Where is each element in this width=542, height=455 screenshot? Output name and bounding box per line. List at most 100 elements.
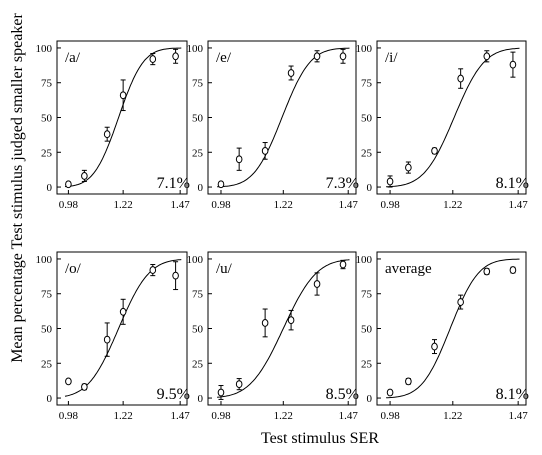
y-tick-label: 75 bbox=[361, 78, 373, 90]
data-point bbox=[103, 130, 111, 139]
panel-1: 0 25 50 75 100 0.98 1.22 1.47/a/7.1% bbox=[36, 40, 191, 211]
data-point bbox=[81, 172, 88, 180]
panel-frame bbox=[376, 40, 527, 195]
y-tick-label: 50 bbox=[41, 324, 53, 336]
y-tick-label: 100 bbox=[187, 43, 204, 55]
y-tick-label: 50 bbox=[41, 113, 53, 125]
fit-curve bbox=[64, 47, 182, 188]
data-point bbox=[386, 177, 394, 186]
x-tick-label: 1.47 bbox=[171, 410, 191, 422]
panel-6: 0 25 50 75 100 0.98 1.22 1.47 average 8.1% bbox=[356, 251, 529, 422]
panel-label: /a/ bbox=[65, 50, 81, 66]
fit-curve bbox=[386, 258, 520, 399]
panel-3: 0 25 50 75 100 0.98 1.22 1.47/i/8.1% bbox=[356, 40, 529, 211]
panel-label: /e/ bbox=[216, 50, 232, 66]
fit-curve bbox=[217, 47, 350, 188]
x-tick-label: 1.22 bbox=[443, 410, 462, 422]
x-tick-label: 1.47 bbox=[339, 410, 359, 422]
data-point bbox=[172, 271, 179, 280]
data-point bbox=[119, 307, 127, 316]
data-point bbox=[405, 163, 412, 172]
threshold-label: 8.1% bbox=[496, 175, 529, 192]
fit-curve bbox=[217, 259, 350, 398]
data-point bbox=[509, 60, 517, 69]
y-tick-label: 0 bbox=[47, 393, 53, 405]
y-tick-label: 100 bbox=[36, 43, 53, 55]
x-tick-label: 1.22 bbox=[114, 410, 133, 422]
data-point bbox=[217, 388, 225, 397]
y-tick-label: 100 bbox=[36, 254, 53, 266]
x-tick-label: 0.98 bbox=[380, 410, 400, 422]
data-point bbox=[313, 280, 321, 288]
y-tick-label: 75 bbox=[361, 289, 373, 301]
y-tick-label: 25 bbox=[361, 147, 373, 159]
data-point bbox=[431, 342, 438, 351]
data-point bbox=[339, 52, 347, 61]
data-point bbox=[457, 298, 464, 306]
y-tick-label: 25 bbox=[41, 147, 53, 159]
y-tick-label: 0 bbox=[367, 393, 373, 405]
x-tick-label: 1.47 bbox=[171, 199, 191, 211]
data-point bbox=[235, 380, 243, 389]
x-axis-title: Test stimulus SER bbox=[261, 430, 379, 447]
x-tick-label: 1.47 bbox=[509, 410, 529, 422]
x-tick-label: 1.22 bbox=[274, 410, 293, 422]
x-tick-label: 1.22 bbox=[443, 199, 462, 211]
panel-label: average bbox=[385, 261, 432, 277]
data-point bbox=[431, 146, 438, 155]
x-tick-label: 1.47 bbox=[509, 199, 529, 211]
y-tick-label: 50 bbox=[192, 113, 204, 125]
data-point bbox=[287, 316, 295, 325]
y-tick-label: 50 bbox=[192, 324, 204, 336]
y-tick-label: 75 bbox=[192, 289, 204, 301]
x-tick-label: 0.98 bbox=[211, 410, 231, 422]
y-tick-label: 0 bbox=[47, 182, 53, 194]
panel-5: 0 25 50 75 100 0.98 1.22 1.47/u/8.5% bbox=[187, 251, 359, 422]
data-point bbox=[313, 52, 321, 61]
data-point bbox=[149, 266, 157, 274]
data-point bbox=[149, 55, 157, 63]
data-point bbox=[483, 267, 491, 276]
x-tick-label: 0.98 bbox=[59, 410, 79, 422]
y-tick-label: 100 bbox=[187, 254, 204, 266]
data-point bbox=[103, 335, 111, 344]
data-point bbox=[386, 388, 394, 397]
data-point bbox=[457, 74, 464, 83]
data-point bbox=[65, 180, 72, 189]
data-point bbox=[261, 319, 269, 327]
y-tick-label: 0 bbox=[198, 393, 204, 405]
y-tick-label: 25 bbox=[192, 358, 204, 370]
fit-curve bbox=[386, 47, 520, 188]
y-tick-label: 75 bbox=[192, 78, 204, 90]
x-tick-label: 0.98 bbox=[380, 199, 400, 211]
data-point bbox=[81, 383, 88, 391]
y-tick-label: 0 bbox=[367, 182, 373, 194]
fit-curve bbox=[64, 259, 182, 397]
threshold-label: 8.5% bbox=[326, 386, 359, 403]
data-point bbox=[261, 146, 269, 155]
data-point bbox=[405, 377, 412, 386]
panel-4: 0 25 50 75 100 0.98 1.22 1.47/o/9.5% bbox=[36, 251, 191, 422]
threshold-label: 7.3% bbox=[326, 175, 359, 192]
y-tick-label: 50 bbox=[361, 324, 373, 336]
data-point bbox=[509, 266, 517, 274]
threshold-label: 9.5% bbox=[157, 386, 190, 403]
threshold-label: 8.1% bbox=[496, 386, 529, 403]
y-axis-title: Mean percentage Test stimulus judged sma… bbox=[9, 13, 26, 363]
panel-label: /u/ bbox=[216, 261, 233, 277]
x-tick-label: 1.47 bbox=[339, 199, 359, 211]
x-tick-label: 0.98 bbox=[59, 199, 79, 211]
x-tick-label: 1.22 bbox=[274, 199, 293, 211]
threshold-label: 7.1% bbox=[157, 175, 190, 192]
y-tick-label: 100 bbox=[356, 254, 373, 266]
data-point bbox=[287, 69, 295, 77]
y-tick-label: 0 bbox=[198, 182, 204, 194]
y-tick-label: 75 bbox=[41, 78, 53, 90]
data-point bbox=[217, 180, 225, 189]
panel-label: /o/ bbox=[65, 261, 82, 277]
y-tick-label: 100 bbox=[356, 43, 373, 55]
y-tick-label: 25 bbox=[41, 358, 53, 370]
panel-2: 0 25 50 75 100 0.98 1.22 1.47/e/7.3% bbox=[187, 40, 359, 211]
